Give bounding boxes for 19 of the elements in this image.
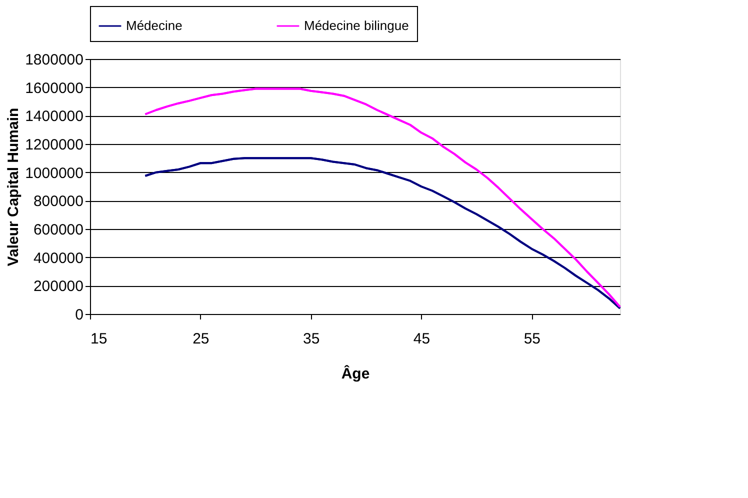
x-tick-label: 25 — [192, 330, 210, 348]
x-tick-label: 55 — [524, 330, 541, 348]
x-tick-label: 15 — [90, 330, 108, 348]
y-tick-label: 800000 — [33, 193, 84, 210]
y-tick-label: 600000 — [33, 222, 84, 238]
x-axis-title: Âge — [341, 364, 370, 382]
legend-label: Médecine bilingue — [304, 18, 409, 33]
x-tick-label: 45 — [413, 330, 430, 348]
y-tick-label: 1800000 — [25, 52, 84, 68]
legend-label: Médecine — [126, 18, 182, 33]
y-tick-label: 0 — [75, 306, 84, 324]
y-axis-title: Valeur Capital Humain — [5, 108, 22, 266]
x-tick-label: 35 — [302, 330, 320, 348]
y-tick-label: 400000 — [33, 250, 84, 267]
y-tick-label: 1400000 — [25, 108, 84, 126]
y-tick-label: 1000000 — [25, 164, 84, 182]
y-tick-label: 200000 — [33, 278, 84, 296]
y-tick-label: 1200000 — [25, 136, 84, 154]
y-tick-label: 1600000 — [25, 80, 84, 97]
